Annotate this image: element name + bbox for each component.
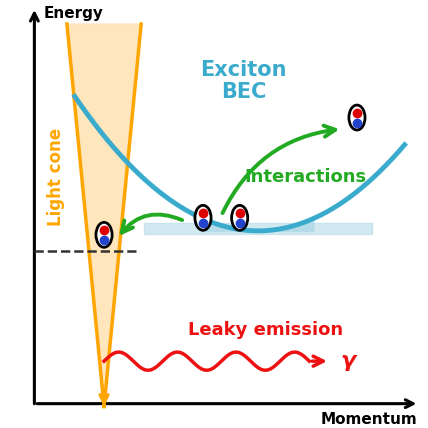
Text: Light cone: Light cone bbox=[48, 128, 65, 226]
Polygon shape bbox=[67, 24, 141, 407]
Text: Momentum: Momentum bbox=[321, 412, 418, 427]
FancyArrowPatch shape bbox=[223, 125, 335, 213]
Ellipse shape bbox=[349, 105, 365, 130]
FancyArrowPatch shape bbox=[122, 214, 182, 233]
Text: Interactions: Interactions bbox=[244, 168, 367, 186]
Ellipse shape bbox=[195, 205, 211, 230]
Ellipse shape bbox=[96, 223, 112, 247]
Ellipse shape bbox=[232, 205, 248, 230]
Text: Leaky emission: Leaky emission bbox=[188, 321, 343, 339]
Text: Exciton
BEC: Exciton BEC bbox=[200, 60, 287, 101]
Text: Energy: Energy bbox=[44, 6, 104, 21]
Text: γ: γ bbox=[340, 351, 355, 371]
